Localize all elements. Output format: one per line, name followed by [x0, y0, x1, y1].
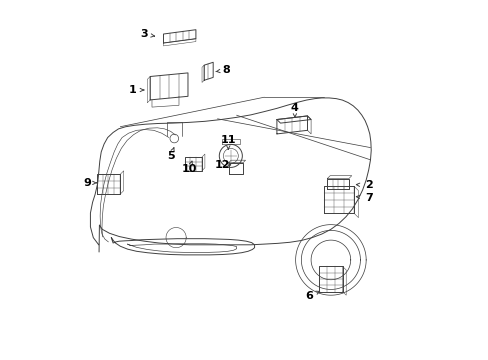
Text: 7: 7 — [364, 193, 372, 203]
Text: 2: 2 — [364, 180, 372, 190]
Text: 1: 1 — [129, 85, 137, 95]
Text: 6: 6 — [305, 291, 313, 301]
Text: 9: 9 — [82, 178, 91, 188]
Text: 8: 8 — [222, 65, 229, 75]
Text: 12: 12 — [215, 160, 230, 170]
Text: 10: 10 — [182, 164, 197, 174]
Text: 11: 11 — [220, 135, 236, 145]
Text: 4: 4 — [290, 103, 298, 113]
Text: 5: 5 — [166, 150, 174, 161]
Text: 3: 3 — [140, 29, 147, 39]
